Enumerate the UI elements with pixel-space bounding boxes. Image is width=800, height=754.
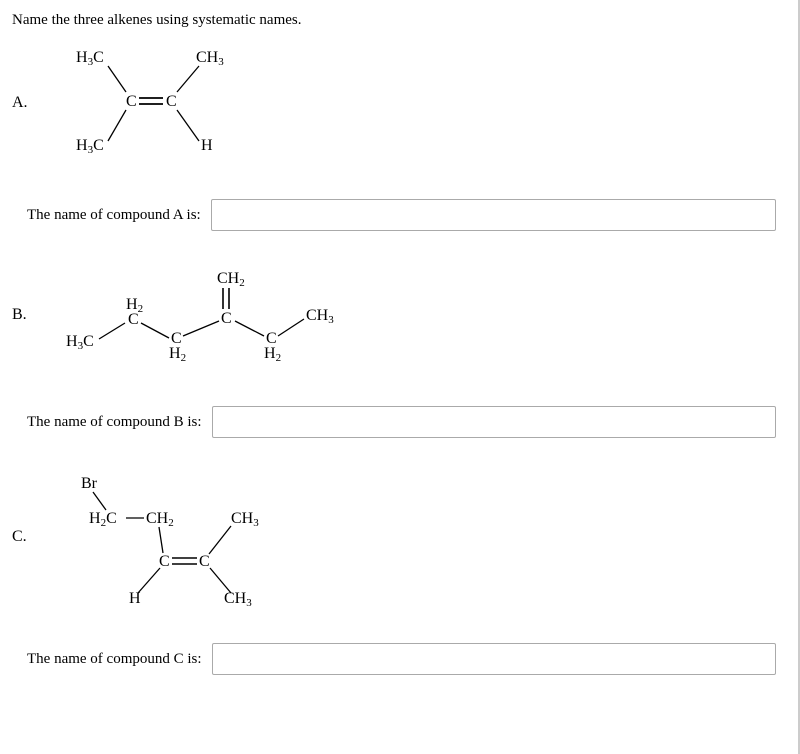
atom-label: CH2 (146, 510, 174, 529)
molecule-b-svg: H3C H2 C C H2 CH2 C C H2 CH3 (41, 261, 361, 371)
label-a: A. (12, 94, 37, 112)
atom-label: C (166, 93, 177, 110)
structure-c: Br H2C CH2 C C H CH3 CH3 (41, 468, 301, 613)
label-c: C. (12, 528, 37, 546)
atom-label: H (201, 137, 213, 154)
atom-label: H2C (89, 510, 117, 529)
atom-label: CH3 (196, 49, 224, 68)
problem-b: B. H3C H2 C C H2 CH2 C C H2 CH3 (12, 261, 786, 438)
atom-label: C (126, 93, 137, 110)
atom-label: H2 (169, 345, 186, 364)
molecule-c-svg: Br H2C CH2 C C H CH3 CH3 (41, 468, 301, 608)
atom-label: H3C (66, 333, 94, 352)
atom-label: C (221, 310, 232, 327)
atom-label: C (199, 553, 210, 570)
atom-label: H3C (76, 137, 104, 156)
problem-a: A. H3C CH3 C C H3C H The name of compoun… (12, 44, 786, 231)
answer-input-b[interactable] (212, 406, 776, 438)
structure-b: H3C H2 C C H2 CH2 C C H2 CH3 (41, 261, 361, 376)
answer-row-c: The name of compound C is: (27, 643, 786, 675)
atom-label: CH2 (217, 270, 245, 289)
answer-label-c: The name of compound C is: (27, 651, 202, 668)
answer-input-c[interactable] (212, 643, 776, 675)
atom-label: Br (81, 475, 98, 492)
molecule-a-svg: H3C CH3 C C H3C H (41, 44, 261, 164)
answer-row-a: The name of compound A is: (27, 199, 786, 231)
atom-label: CH3 (224, 590, 252, 608)
atom-label: H2 (264, 345, 281, 364)
label-b: B. (12, 306, 37, 324)
answer-input-a[interactable] (211, 199, 776, 231)
instruction-text: Name the three alkenes using systematic … (12, 12, 786, 29)
atom-label: H3C (76, 49, 104, 68)
atom-label: C (159, 553, 170, 570)
atom-label: C (128, 311, 139, 328)
structure-a: H3C CH3 C C H3C H (41, 44, 261, 169)
answer-label-b: The name of compound B is: (27, 414, 202, 431)
atom-label: CH3 (231, 510, 259, 529)
answer-label-a: The name of compound A is: (27, 207, 201, 224)
atom-label: CH3 (306, 307, 334, 326)
problem-c: C. Br H2C CH2 C C H CH3 CH3 (12, 468, 786, 675)
answer-row-b: The name of compound B is: (27, 406, 786, 438)
